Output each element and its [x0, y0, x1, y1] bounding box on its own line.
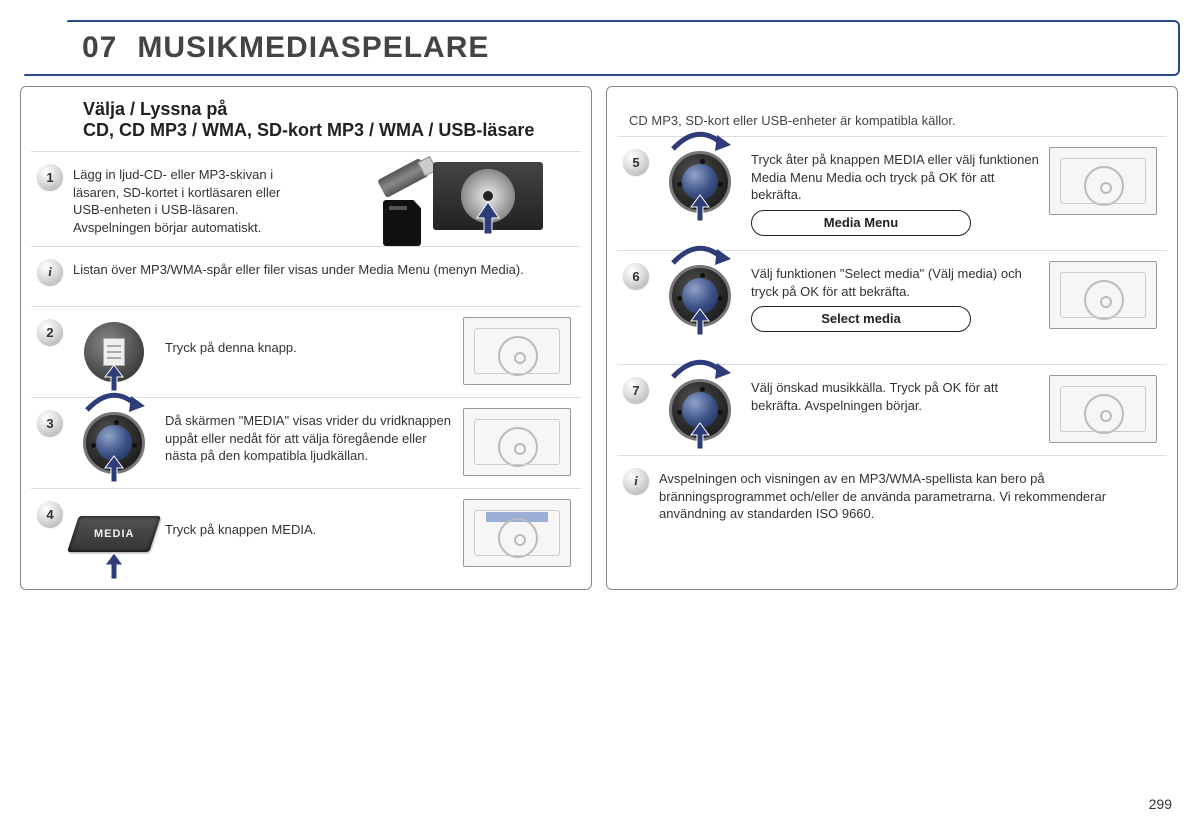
- left-heading-line2: CD, CD MP3 / WMA, SD-kort MP3 / WMA / US…: [83, 120, 573, 141]
- page-number: 299: [1149, 796, 1172, 812]
- step-text: Listan över MP3/WMA-spår eller filer vis…: [73, 257, 575, 279]
- right-column: CD MP3, SD-kort eller USB-enheter är kom…: [606, 86, 1178, 590]
- arrow-up-icon: [103, 363, 125, 393]
- step-badge: 3: [37, 410, 63, 436]
- step-icon: [659, 375, 741, 445]
- step-icon: [659, 147, 741, 217]
- step-6: 6 Välj funktionen "Select media" (Välj m…: [617, 250, 1167, 364]
- section-title: MUSIKMEDIASPELARE: [137, 31, 489, 65]
- step-text-block: Välj funktionen "Select media" (Välj med…: [751, 261, 1039, 332]
- rotate-arrow-icon: [667, 129, 733, 160]
- step-badge: 6: [623, 263, 649, 289]
- step-text: Tryck på knappen MEDIA.: [165, 499, 453, 539]
- step-badge: 5: [623, 149, 649, 175]
- console-thumbnail: [1049, 375, 1157, 443]
- section-number: 07: [82, 31, 117, 65]
- usb-stick-icon: [377, 158, 429, 198]
- cd-player-icon: [433, 162, 543, 230]
- step-info-1: i Listan över MP3/WMA-spår eller filer v…: [31, 246, 581, 306]
- step-7: 7 Välj önskad musikkälla. Tryck på OK fö…: [617, 364, 1167, 455]
- step-text: Då skärmen "MEDIA" visas vrider du vridk…: [165, 408, 453, 465]
- console-thumbnail: [1049, 147, 1157, 215]
- select-media-label: Select media: [751, 306, 971, 332]
- rotate-arrow-icon: [81, 390, 147, 421]
- step-badge: 2: [37, 319, 63, 345]
- insert-media-illustration: [313, 162, 543, 230]
- media-button-icon: MEDIA: [67, 516, 161, 552]
- left-heading: Välja / Lyssna på CD, CD MP3 / WMA, SD-k…: [31, 95, 581, 151]
- step-icon: [73, 408, 155, 478]
- step-badge: 4: [37, 501, 63, 527]
- info-badge: i: [623, 468, 649, 494]
- step-icon: [73, 317, 155, 387]
- console-thumbnail: [463, 408, 571, 476]
- step-badge: 7: [623, 377, 649, 403]
- info-badge: i: [37, 259, 63, 285]
- step-text: Välj önskad musikkälla. Tryck på OK för …: [751, 375, 1039, 414]
- step-icon: [659, 261, 741, 331]
- rotate-arrow-icon: [667, 243, 733, 274]
- step-5: 5 Tryck åter på knappen MEDIA eller välj…: [617, 136, 1167, 250]
- arrow-up-icon: [475, 200, 501, 236]
- section-title-bar: 07 MUSIKMEDIASPELARE: [20, 20, 1180, 76]
- left-column: Välja / Lyssna på CD, CD MP3 / WMA, SD-k…: [20, 86, 592, 590]
- arrow-up-icon: [689, 421, 711, 451]
- arrow-up-icon: [689, 307, 711, 337]
- step-text-block: Tryck åter på knappen MEDIA eller välj f…: [751, 147, 1039, 236]
- console-thumbnail: [463, 499, 571, 567]
- columns: Välja / Lyssna på CD, CD MP3 / WMA, SD-k…: [20, 86, 1180, 590]
- console-thumbnail: [1049, 261, 1157, 329]
- left-heading-line1: Välja / Lyssna på: [83, 99, 573, 120]
- rotate-arrow-icon: [667, 357, 733, 388]
- step-text: Tryck på denna knapp.: [165, 317, 453, 357]
- step-1: 1 Lägg in ljud-CD- eller MP3-skivan i lä…: [31, 151, 581, 246]
- step-2: 2 Tryck på denna knapp.: [31, 306, 581, 397]
- arrow-up-icon: [103, 551, 125, 581]
- sd-card-icon: [383, 200, 421, 246]
- step-text: Lägg in ljud-CD- eller MP3-skivan i läsa…: [73, 162, 303, 236]
- step-4: 4 MEDIA Tryck på knappen MEDIA.: [31, 488, 581, 579]
- console-thumbnail: [463, 317, 571, 385]
- media-menu-label: Media Menu: [751, 210, 971, 236]
- step-text: Avspelningen och visningen av en MP3/WMA…: [659, 466, 1161, 523]
- arrow-up-icon: [103, 454, 125, 484]
- step-text: Välj funktionen "Select media" (Välj med…: [751, 265, 1039, 300]
- manual-page: 07 MUSIKMEDIASPELARE Välja / Lyssna på C…: [20, 20, 1180, 590]
- step-icon: MEDIA: [73, 499, 155, 569]
- step-text: Tryck åter på knappen MEDIA eller välj f…: [751, 151, 1039, 204]
- step-3: 3 Då skärmen "MEDIA" visas vrider du vri…: [31, 397, 581, 488]
- arrow-up-icon: [689, 193, 711, 223]
- step-info-2: i Avspelningen och visningen av en MP3/W…: [617, 455, 1167, 533]
- step-badge: 1: [37, 164, 63, 190]
